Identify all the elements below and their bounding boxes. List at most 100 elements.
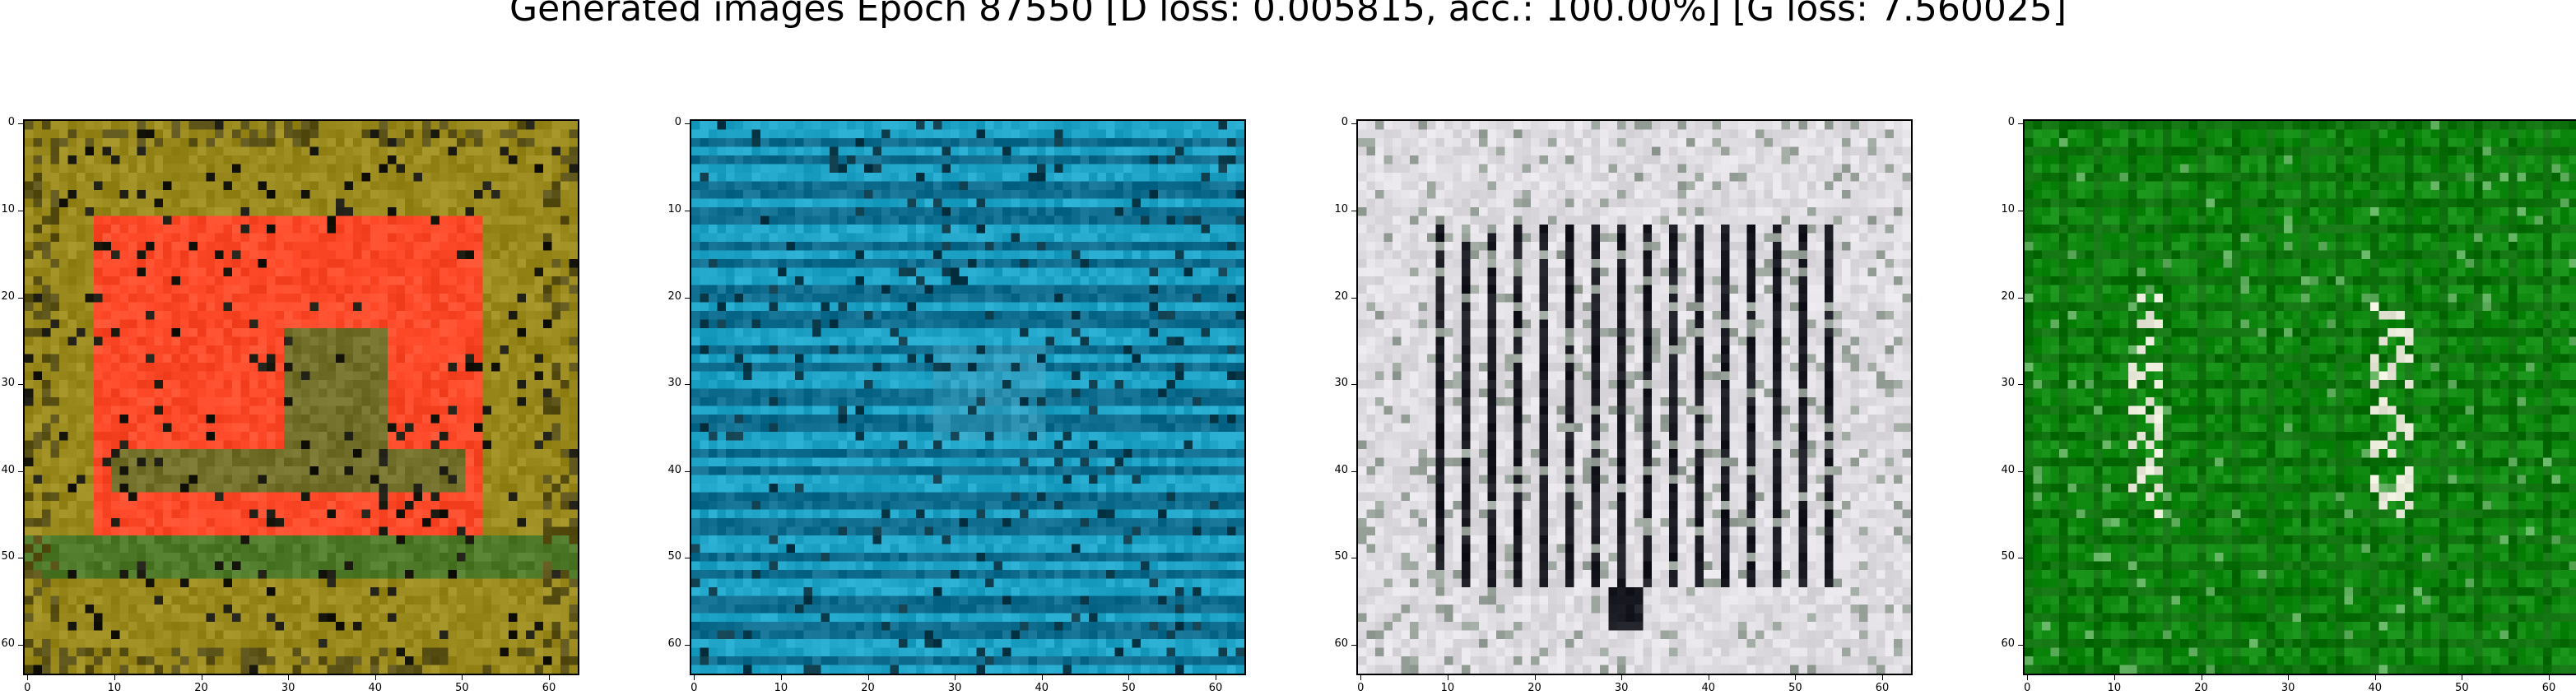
x-tick-label: 20 (861, 682, 875, 694)
x-tick-label: 10 (1440, 682, 1455, 694)
x-tick-label: 50 (2455, 682, 2469, 694)
y-tick-label: 50 (2001, 550, 2015, 563)
x-tick-mark (2549, 675, 2550, 680)
y-tick-label: 30 (2001, 377, 2015, 390)
x-tick-label: 60 (1875, 682, 1890, 694)
y-tick-label: 20 (2001, 290, 2015, 303)
x-tick-label: 20 (1527, 682, 1541, 694)
y-tick-mark (2018, 297, 2023, 299)
x-tick-label: 30 (1614, 682, 1629, 694)
y-tick-mark (685, 470, 690, 472)
y-tick-mark (18, 123, 23, 125)
x-tick-label: 10 (2107, 682, 2122, 694)
x-tick-label: 30 (947, 682, 962, 694)
y-tick-mark (1351, 470, 1356, 472)
y-tick-mark (1351, 384, 1356, 386)
y-tick-mark (1351, 297, 1356, 299)
x-tick-mark (114, 675, 115, 680)
x-tick-mark (867, 675, 869, 680)
x-tick-mark (374, 675, 376, 680)
x-tick-label: 50 (1788, 682, 1802, 694)
generated-image-3-pixels (1356, 119, 1913, 675)
x-tick-label: 60 (542, 682, 556, 694)
x-tick-mark (1795, 675, 1797, 680)
y-tick-label: 20 (1334, 290, 1348, 303)
y-tick-label: 10 (667, 202, 681, 215)
x-tick-label: 20 (194, 682, 208, 694)
x-tick-label: 30 (2281, 682, 2295, 694)
x-tick-mark (1360, 675, 1362, 680)
y-tick-label: 0 (674, 116, 681, 129)
y-tick-label: 40 (1, 463, 15, 476)
x-tick-mark (549, 675, 551, 680)
y-tick-label: 60 (1, 637, 15, 651)
x-tick-label: 30 (281, 682, 295, 694)
y-tick-mark (685, 384, 690, 386)
y-tick-mark (18, 470, 23, 472)
y-tick-label: 50 (1334, 550, 1348, 563)
y-tick-mark (18, 645, 23, 646)
x-tick-mark (1621, 675, 1623, 680)
x-tick-label: 50 (455, 682, 469, 694)
y-tick-label: 40 (1334, 463, 1348, 476)
y-tick-mark (685, 123, 690, 125)
x-tick-label: 40 (2368, 682, 2383, 694)
x-tick-mark (462, 675, 463, 680)
generated-image-3: 0 10 20 30 40 50 60 0 10 20 30 40 50 60 (1334, 116, 1913, 694)
x-tick-label: 10 (107, 682, 122, 694)
y-tick-mark (18, 384, 23, 386)
y-tick-label: 30 (1334, 377, 1348, 390)
y-tick-label: 20 (667, 290, 681, 303)
y-tick-label: 60 (1334, 637, 1348, 651)
y-tick-mark (685, 297, 690, 299)
x-tick-mark (2374, 675, 2376, 680)
x-tick-mark (288, 675, 290, 680)
x-tick-mark (2027, 675, 2029, 680)
y-tick-mark (1351, 123, 1356, 125)
generated-image-4-pixels (2023, 119, 2576, 675)
x-tick-label: 0 (690, 682, 698, 694)
y-tick-label: 10 (2001, 202, 2015, 215)
x-tick-mark (1041, 675, 1043, 680)
y-tick-label: 30 (667, 377, 681, 390)
y-tick-mark (2018, 470, 2023, 472)
generated-image-2: 0 10 20 30 40 50 60 0 10 20 30 40 50 60 (667, 116, 1246, 694)
y-tick-label: 10 (1, 202, 15, 215)
y-tick-mark (2018, 123, 2023, 125)
y-tick-label: 50 (667, 550, 681, 563)
y-tick-label: 40 (2001, 463, 2015, 476)
y-tick-mark (2018, 645, 2023, 646)
y-tick-label: 60 (667, 637, 681, 651)
y-tick-label: 30 (1, 377, 15, 390)
y-tick-label: 50 (1, 550, 15, 563)
x-tick-label: 60 (2541, 682, 2556, 694)
x-tick-mark (2288, 675, 2290, 680)
x-tick-label: 40 (368, 682, 383, 694)
x-tick-mark (694, 675, 695, 680)
y-tick-label: 20 (1, 290, 15, 303)
x-tick-label: 20 (2194, 682, 2208, 694)
x-tick-label: 60 (1208, 682, 1223, 694)
x-tick-mark (2113, 675, 2115, 680)
x-tick-label: 0 (2024, 682, 2031, 694)
y-tick-mark (2018, 384, 2023, 386)
y-tick-label: 40 (667, 463, 681, 476)
x-tick-mark (780, 675, 782, 680)
y-tick-mark (1351, 645, 1356, 646)
y-tick-label: 0 (7, 116, 15, 129)
generated-image-1-pixels (23, 119, 579, 675)
y-tick-mark (685, 645, 690, 646)
x-tick-label: 10 (774, 682, 788, 694)
x-tick-label: 40 (1701, 682, 1716, 694)
x-tick-mark (955, 675, 956, 680)
y-tick-label: 10 (1334, 202, 1348, 215)
generated-image-1: 0 10 20 30 40 50 60 0 10 20 30 40 50 60 (1, 116, 579, 694)
figure-title: Generated images Epoch 87550 [D loss: 0.… (509, 0, 2067, 30)
y-tick-label: 60 (2001, 637, 2015, 651)
y-tick-label: 0 (1341, 116, 1348, 129)
x-tick-label: 50 (1122, 682, 1136, 694)
x-tick-mark (1128, 675, 1130, 680)
x-tick-label: 40 (1035, 682, 1049, 694)
y-tick-mark (18, 297, 23, 299)
generated-image-4: 0 10 20 30 40 50 60 0 10 20 30 40 50 60 (2001, 116, 2576, 694)
